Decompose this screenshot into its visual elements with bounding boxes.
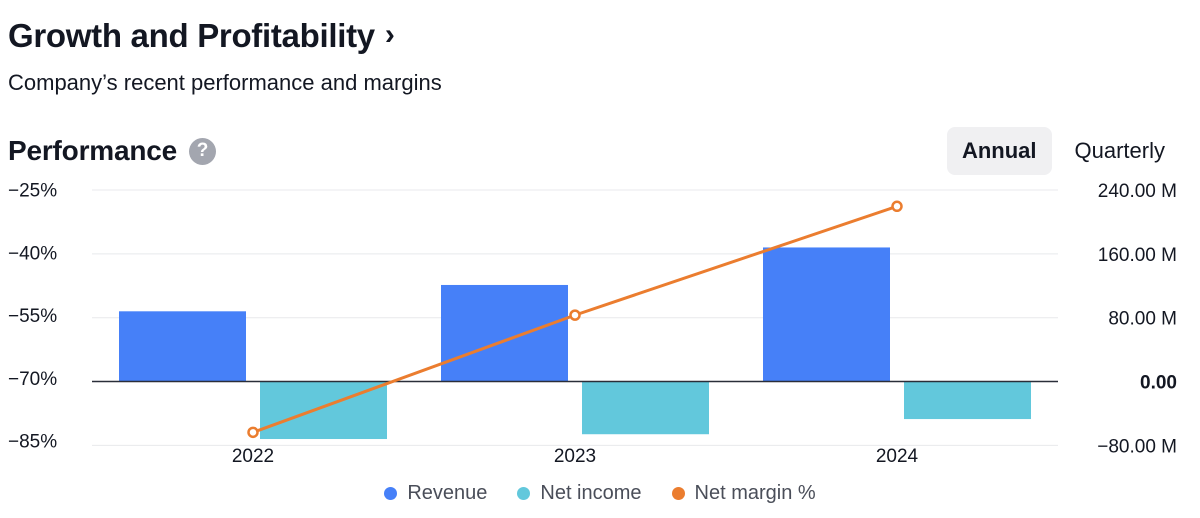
- tab-annual[interactable]: Annual: [946, 127, 1052, 175]
- x-axis-tick-label: 2022: [232, 446, 274, 467]
- right-axis-tick-label: 80.00 M: [1108, 309, 1177, 330]
- revenue-dot-icon: [384, 487, 398, 500]
- left-axis-tick-label: −40%: [8, 243, 57, 264]
- left-axis-tick-label: −85%: [8, 432, 57, 453]
- performance-chart: −25% −40% −55% −70% −85% 240.00 M 160.00 M 80.0…: [8, 182, 1177, 467]
- page-title: Growth and Profitability: [8, 17, 375, 54]
- help-icon[interactable]: ?: [189, 137, 216, 165]
- x-axis-tick-label: 2023: [554, 446, 596, 467]
- revenue-bar: [763, 247, 890, 382]
- page-subtitle: Company’s recent performance and margins: [8, 70, 442, 95]
- x-axis-tick-label: 2024: [876, 446, 919, 467]
- chevron-right-icon: ›: [384, 17, 395, 51]
- performance-heading: Performance: [8, 135, 177, 166]
- tab-quarterly[interactable]: Quarterly: [1074, 138, 1165, 163]
- left-axis-tick-label: −70%: [8, 369, 57, 390]
- section-title-link[interactable]: Growth and Profitability ›: [8, 14, 395, 58]
- legend-net-margin[interactable]: Net margin %: [671, 482, 816, 505]
- revenue-bar: [441, 284, 568, 382]
- net-margin-point: [569, 309, 581, 321]
- net-income-bar: [582, 381, 709, 435]
- net-income-bar: [904, 381, 1031, 420]
- right-axis-tick-label: 160.00 M: [1098, 245, 1177, 266]
- net-income-dot-icon: [517, 487, 531, 500]
- legend-revenue[interactable]: Revenue: [384, 482, 487, 505]
- left-axis-tick-label: −25%: [8, 182, 57, 202]
- chart-legend: Revenue Net income Net margin %: [0, 482, 1200, 505]
- left-axis-tick-label: −55%: [8, 306, 57, 327]
- legend-net-margin-label: Net margin %: [694, 482, 816, 504]
- period-tabs: Annual Quarterly: [946, 127, 1180, 175]
- revenue-bar: [119, 311, 246, 382]
- right-axis-tick-label: 0.00: [1140, 373, 1177, 394]
- net-margin-point: [247, 426, 259, 439]
- net-margin-dot-icon: [671, 487, 685, 500]
- right-axis-tick-label: −80.00 M: [1097, 436, 1177, 457]
- net-margin-point: [891, 200, 903, 213]
- legend-net-income[interactable]: Net income: [517, 482, 642, 505]
- legend-revenue-label: Revenue: [407, 482, 488, 504]
- legend-net-income-label: Net income: [540, 482, 642, 504]
- right-axis-tick-label: 240.00 M: [1098, 182, 1177, 202]
